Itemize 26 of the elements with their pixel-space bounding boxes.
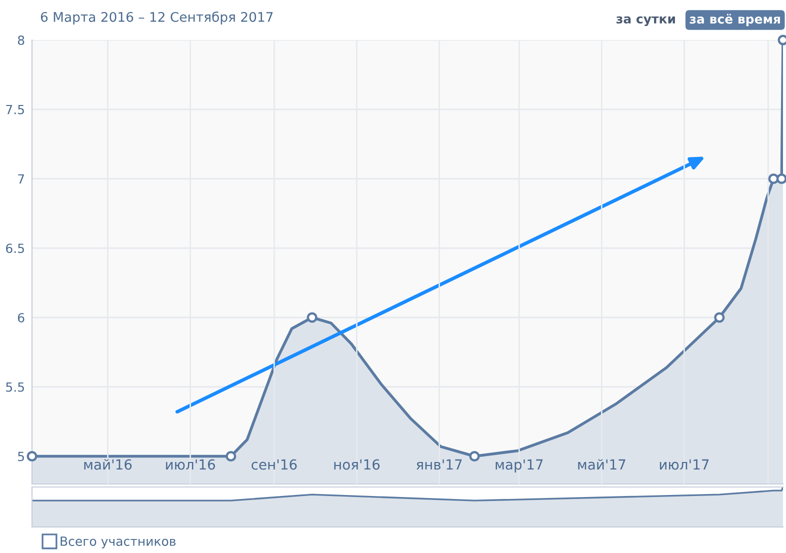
x-tick-label: июл'17 [660, 459, 709, 470]
text: за всё время [690, 14, 780, 26]
point [714, 312, 725, 323]
legend-label: Всего участников [60, 536, 176, 548]
point [469, 450, 480, 462]
y-tick-label: 6.5 [6, 244, 24, 254]
y-tick-label: 5.5 [6, 382, 24, 392]
x-tick-label: май'17 [578, 459, 626, 470]
x-tick-label: янв'17 [416, 459, 462, 470]
y-tick-label: 7.5 [6, 105, 24, 114]
x-tick-label: июл'16 [166, 459, 215, 470]
y-tick-label: 7 [18, 174, 24, 184]
point [226, 450, 236, 462]
chart-title: 6 Марта 2016 – 12 Сентября 2017 [40, 12, 273, 24]
x-tick-label: май'16 [84, 459, 132, 470]
x-tick-label: мар'17 [496, 459, 543, 472]
x-tick-label: сен'16 [252, 459, 297, 470]
point [26, 450, 38, 462]
text: за сутки [616, 16, 675, 26]
point [768, 173, 779, 184]
point [776, 173, 786, 184]
x-tick-label: ноя'16 [334, 459, 380, 470]
y-tick-label: 5 [18, 452, 24, 462]
y-tick-label: 8 [18, 35, 24, 45]
y-tick-label: 6 [18, 312, 24, 322]
point [306, 312, 318, 323]
